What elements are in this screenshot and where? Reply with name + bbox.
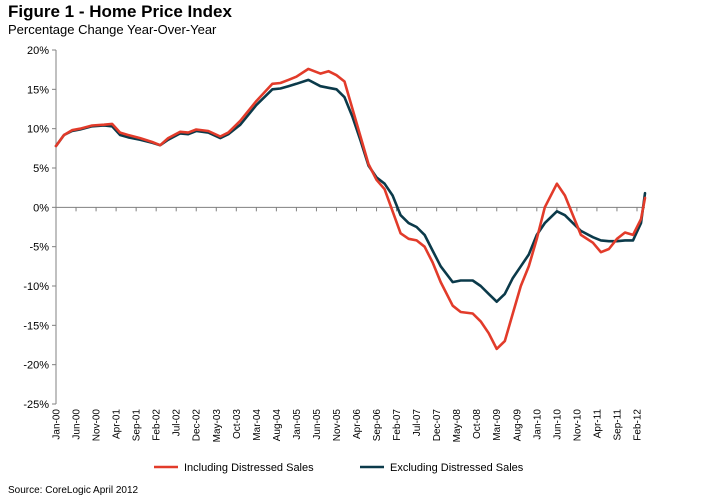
x-tick-label: Mar-04 <box>252 409 263 441</box>
x-tick-label: Feb-07 <box>392 409 403 441</box>
x-tick-label: Jun-00 <box>72 409 83 440</box>
x-tick-label: Jun-05 <box>312 409 323 440</box>
legend-including-distressed: Including Distressed Sales <box>154 462 314 474</box>
y-tick-label: 15% <box>27 84 49 96</box>
x-tick-label: Aug-04 <box>272 409 283 442</box>
x-tick-label: Aug-09 <box>512 409 523 442</box>
x-tick-label: Apr-11 <box>592 409 603 439</box>
x-tick-label: Oct-03 <box>232 409 243 439</box>
legend: Including Distressed Sales Excluding Dist… <box>154 462 524 474</box>
y-tick-label: -25% <box>23 399 49 411</box>
series-including-distressed-line <box>54 67 647 351</box>
y-tick-label: 10% <box>27 124 49 136</box>
chart-subtitle: Percentage Change Year-Over-Year <box>8 22 217 37</box>
x-tick-label: Apr-01 <box>112 409 123 439</box>
x-tick-label: Dec-02 <box>192 409 203 442</box>
x-tick-label: Oct-08 <box>472 409 483 439</box>
x-tick-label: Nov-05 <box>332 409 343 442</box>
x-tick-label: Nov-00 <box>92 409 103 442</box>
x-tick-label: Jul-02 <box>172 409 183 437</box>
y-tick-label: -15% <box>23 320 49 332</box>
y-tick-label: 5% <box>33 163 49 175</box>
x-axis: Jan-00 Jun-00 Nov-00 Apr-01 Sep-01 Feb-02 Jul-… <box>52 206 645 443</box>
y-tick-label: 0% <box>33 202 49 214</box>
x-tick-label: Dec-07 <box>432 409 443 442</box>
y-tick-label: 20% <box>27 45 49 57</box>
x-tick-label: Sep-06 <box>372 409 383 442</box>
x-tick-label: Jan-00 <box>52 409 63 440</box>
legend-label: Excluding Distressed Sales <box>390 462 524 474</box>
x-tick-label: Jan-10 <box>532 409 543 440</box>
x-tick-label: Mar-09 <box>492 409 503 441</box>
legend-label: Including Distressed Sales <box>184 462 314 474</box>
x-tick-label: Apr-06 <box>352 409 363 439</box>
y-tick-label: -5% <box>29 242 49 254</box>
source-note: Source: CoreLogic April 2012 <box>8 485 139 496</box>
x-tick-label: Feb-02 <box>152 409 163 441</box>
x-tick-label: Feb-12 <box>632 409 643 441</box>
legend-excluding-distressed: Excluding Distressed Sales <box>360 462 524 474</box>
x-tick-label: Nov-10 <box>572 409 583 442</box>
x-tick-label: May-03 <box>212 409 223 443</box>
chart-title: Figure 1 - Home Price Index <box>8 2 232 21</box>
series-lines <box>54 67 647 351</box>
x-tick-label: Jan-05 <box>292 409 303 440</box>
x-tick-label: Sep-11 <box>612 409 623 441</box>
y-tick-label: -20% <box>23 360 49 372</box>
x-tick-label: Sep-01 <box>132 409 143 442</box>
series-excluding-distressed-line <box>54 78 647 303</box>
y-axis: 20% 15% 10% 5% 0% -5% -10% -15% -20% -25% <box>23 45 57 411</box>
x-tick-label: May-08 <box>452 409 463 443</box>
x-tick-label: Jun-10 <box>552 409 563 440</box>
x-tick-label: Jul-07 <box>412 409 423 437</box>
y-tick-label: -10% <box>23 281 49 293</box>
